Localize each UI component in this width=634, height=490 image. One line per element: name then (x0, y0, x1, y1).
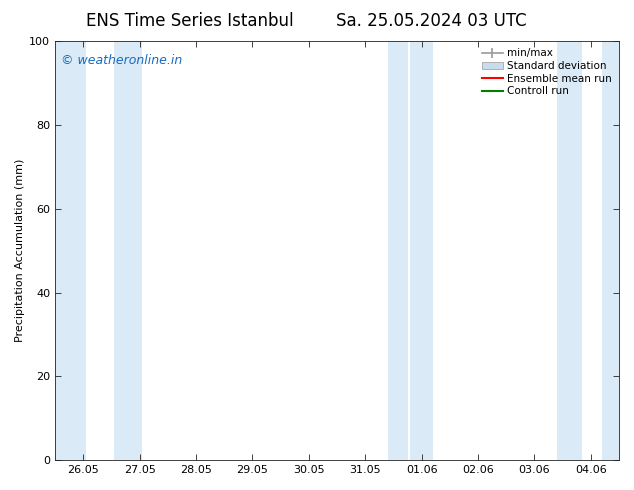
Bar (410, 41, 433, 460)
Bar (114, 41, 143, 460)
Y-axis label: Precipitation Accumulation (mm): Precipitation Accumulation (mm) (15, 159, 25, 343)
Bar (388, 41, 408, 460)
Text: ENS Time Series Istanbul: ENS Time Series Istanbul (86, 12, 294, 30)
Legend: min/max, Standard deviation, Ensemble mean run, Controll run: min/max, Standard deviation, Ensemble me… (480, 46, 614, 98)
Text: © weatheronline.in: © weatheronline.in (61, 53, 182, 67)
Bar (557, 41, 583, 460)
Text: Sa. 25.05.2024 03 UTC: Sa. 25.05.2024 03 UTC (336, 12, 526, 30)
Bar (602, 41, 619, 460)
Bar (55, 41, 86, 460)
